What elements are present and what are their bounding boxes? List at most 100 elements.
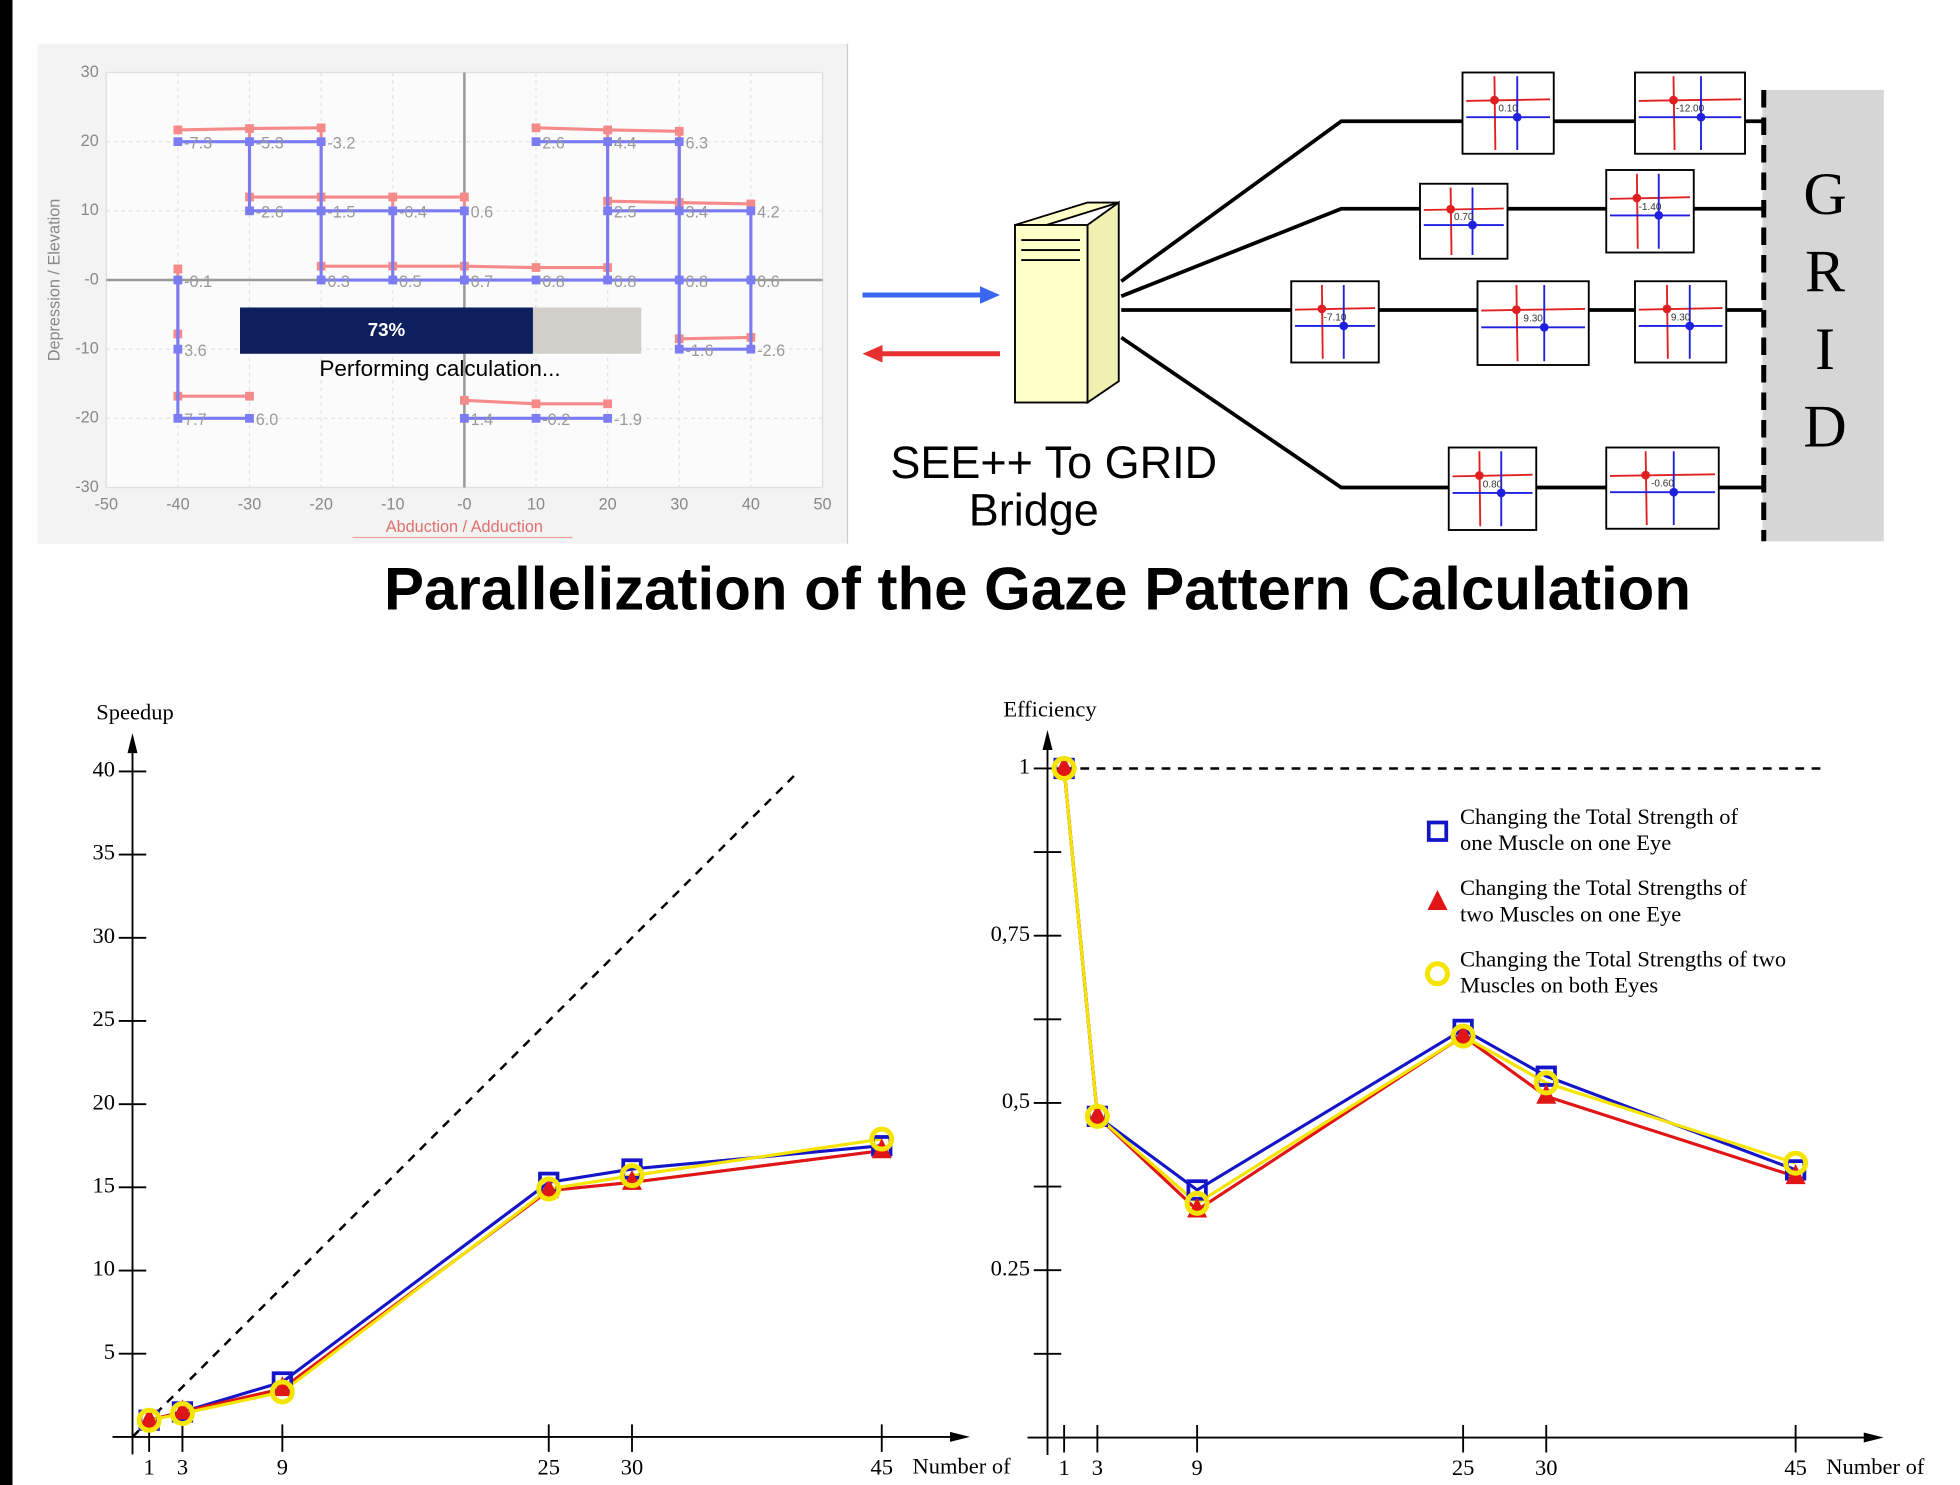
gaze-point (747, 206, 756, 215)
gaze-label: 7.7 (184, 411, 207, 429)
x-tick-label: 20 (599, 495, 617, 513)
gaze-label: -2.6 (256, 204, 284, 222)
x-tick-label: -30 (238, 495, 262, 513)
arrow-head (863, 345, 883, 363)
gaze-label: 2.6 (542, 134, 565, 152)
x-tick-label: 30 (621, 1455, 644, 1480)
y-axis-label: Efficiency (1003, 696, 1097, 721)
x-tick-label: -20 (309, 495, 333, 513)
gaze-label: 3.4 (686, 204, 709, 222)
y-tick-label: 1 (1019, 754, 1030, 779)
x-tick-label: -0 (457, 495, 471, 513)
series-line (149, 1139, 882, 1420)
thumb-line (1479, 451, 1480, 526)
server-front (1015, 225, 1088, 403)
grid-letter: G (1803, 161, 1846, 227)
x-axis-label: Number of (1826, 1454, 1925, 1479)
y-tick-label: 5 (104, 1339, 115, 1364)
gaze-point (174, 414, 183, 423)
bridge-label: SEE++ To GRID (890, 437, 1217, 488)
x-tick-label: 50 (813, 495, 831, 513)
y-tick-label: 30 (93, 923, 116, 948)
gaze-label: 6.0 (256, 411, 279, 429)
gaze-point (245, 414, 254, 423)
arrow-head (980, 286, 1000, 304)
gaze-point (675, 276, 684, 285)
gaze-point (388, 193, 397, 202)
gaze-segment (608, 201, 680, 202)
x-axis-label: Abduction / Adduction (386, 518, 543, 536)
gaze-point (460, 414, 469, 423)
marker (1428, 964, 1448, 984)
thumb-line (1646, 451, 1647, 525)
gaze-point (317, 206, 326, 215)
gaze-point (460, 206, 469, 215)
marker (1428, 890, 1448, 910)
gaze-label: 4.4 (614, 134, 637, 152)
gaze-point (174, 265, 183, 274)
reference-line (133, 771, 799, 1436)
x-tick-label: 45 (871, 1455, 894, 1480)
y-tick-label: 25 (93, 1006, 116, 1031)
poster: 0.10-12.000.70-1.40-7.109.309.300.80-0.6… (0, 0, 1960, 1485)
gaze-point (317, 137, 326, 146)
y-tick-label: 10 (81, 201, 99, 219)
y-tick-label: 20 (81, 132, 99, 150)
series-line (149, 1151, 882, 1421)
thumb-label: 0.80 (1483, 479, 1503, 490)
gaze-point (603, 137, 612, 146)
gaze-point (532, 276, 541, 285)
thumb-label: 0.10 (1498, 104, 1518, 115)
progress-text: Performing calculation... (319, 356, 560, 381)
thumb-label: 9.30 (1671, 312, 1691, 323)
gaze-point (603, 414, 612, 423)
x-tick-label: -10 (381, 495, 404, 513)
gaze-point (245, 137, 254, 146)
x-tick-label: 30 (1535, 1455, 1558, 1480)
thumb-label: -12.00 (1676, 104, 1705, 115)
gaze-point (675, 127, 684, 136)
gaze-point (174, 137, 183, 146)
thumb-dot (1512, 305, 1521, 314)
thumb-line (1451, 188, 1452, 256)
x-tick-label: -40 (166, 495, 190, 513)
gaze-point (675, 137, 684, 146)
heading: Parallelization of the Gaze Pattern Calc… (384, 556, 1691, 623)
thumb-dot (1641, 471, 1650, 480)
y-tick-label: 40 (93, 757, 116, 782)
gaze-point (603, 276, 612, 285)
gaze-point (603, 126, 612, 135)
gaze-segment (536, 128, 608, 130)
gaze-point (245, 206, 254, 215)
gaze-label: 0.6 (471, 204, 494, 222)
gaze-label: 0.6 (757, 273, 780, 291)
gaze-segment (178, 129, 250, 130)
axis-arrow (1864, 1433, 1884, 1443)
y-tick-label: -20 (75, 409, 99, 427)
gaze-point (675, 345, 684, 354)
thumb-line (1674, 76, 1675, 150)
gaze-segment (608, 130, 680, 131)
gaze-label: 0.5 (399, 273, 422, 291)
y-tick-label: 0,75 (991, 921, 1030, 946)
server (1015, 203, 1119, 403)
gaze-point (747, 345, 756, 354)
x-tick-label: 3 (177, 1455, 188, 1480)
page: 0.10-12.000.70-1.40-7.109.309.300.80-0.6… (0, 0, 1960, 1485)
gaze-label: -1.9 (614, 411, 642, 429)
gaze-point (174, 276, 183, 285)
gaze-label: -1.5 (327, 204, 355, 222)
y-tick-label: 15 (93, 1172, 116, 1197)
gaze-point (174, 126, 183, 135)
legend-item: Changing the Total Strengths of two Musc… (1460, 875, 1885, 938)
gaze-point (174, 345, 183, 354)
gaze-point (460, 193, 469, 202)
gaze-point (388, 206, 397, 215)
bridge-label: Bridge (969, 485, 1099, 536)
gaze-label: 4.2 (757, 204, 780, 222)
left-bar (0, 0, 13, 1485)
gaze-label: 2.5 (614, 204, 637, 222)
gaze-label: -0.1 (184, 273, 212, 291)
progress-label: 73% (368, 319, 406, 340)
gaze-label: -3.2 (327, 134, 355, 152)
